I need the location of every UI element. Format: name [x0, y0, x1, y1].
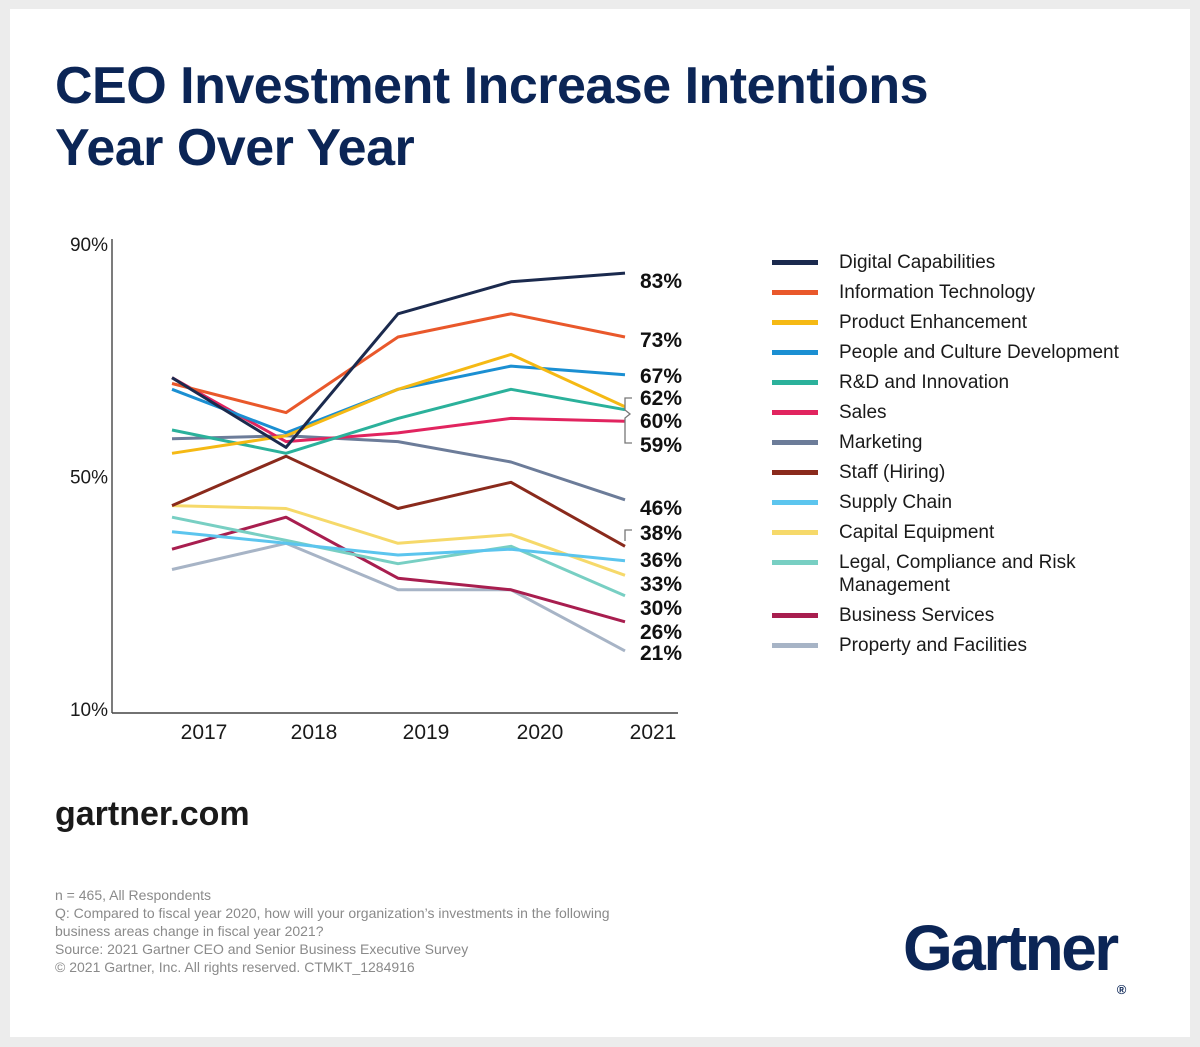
title-line-2: Year Over Year	[55, 119, 415, 177]
label-leader-lines	[624, 397, 632, 541]
x-tick-label: 2020	[517, 721, 564, 744]
footnotes: n = 465, All Respondents Q: Compared to f…	[55, 886, 695, 976]
series-line-information-technology	[171, 312, 626, 415]
end-value-label: 60%	[640, 410, 682, 433]
legend-swatch	[772, 320, 818, 325]
legend-label: Capital Equipment	[839, 522, 995, 543]
page-title: CEO Investment Increase Intentions Year …	[55, 55, 1155, 179]
legend-label: Marketing	[839, 432, 923, 453]
legend-label: Sales	[839, 402, 887, 423]
end-value-label: 62%	[640, 387, 682, 410]
end-value-label: 21%	[640, 642, 682, 665]
legend-item: Legal, Compliance and Risk Management	[770, 550, 1170, 603]
legend-swatch	[772, 440, 818, 445]
website-link[interactable]: gartner.com	[55, 795, 250, 833]
footnote-line: business areas change in fiscal year 202…	[55, 923, 324, 939]
chart-legend: Digital Capabilities Information Technolo…	[770, 250, 1170, 663]
legend-swatch	[772, 560, 818, 565]
end-value-label: 30%	[640, 597, 682, 620]
legend-label: Staff (Hiring)	[839, 462, 946, 483]
footnote-line: Q: Compared to fiscal year 2020, how wil…	[55, 905, 610, 921]
gartner-logo: Gartner®	[903, 912, 1126, 997]
legend-label: People and Culture Development	[839, 342, 1119, 363]
series-line-staff-hiring	[171, 454, 626, 548]
leader-bracket-lower	[624, 529, 632, 541]
legend-label: Product Enhancement	[839, 312, 1028, 333]
y-tick-labels: 90% 50% 10%	[70, 235, 108, 721]
x-tick-label: 2017	[181, 721, 228, 744]
registered-mark: ®	[1116, 982, 1127, 997]
series-line-property-and-facilities	[171, 541, 626, 653]
legend-item: Marketing	[770, 430, 1170, 460]
y-tick-label: 50%	[70, 468, 108, 489]
legend-swatch	[772, 260, 818, 265]
series-line-capital-equipment	[171, 504, 626, 577]
x-tick-label: 2019	[403, 721, 450, 744]
series-lines	[171, 271, 626, 653]
x-tick-label: 2021	[630, 721, 677, 744]
series-line-business-services	[171, 515, 626, 624]
end-value-labels: 83% 73% 62%67% 60%59% 46%38% 36%33%30%26%21%	[640, 270, 682, 665]
legend-label: Supply Chain	[839, 492, 953, 513]
legend-item: Property and Facilities	[770, 633, 1170, 663]
legend-item: Digital Capabilities	[770, 250, 1170, 280]
legend-swatch	[772, 500, 818, 505]
series-line-supply-chain	[171, 530, 626, 563]
legend-label: Digital Capabilities	[839, 252, 996, 273]
x-tick-label: 2018	[291, 721, 338, 744]
legend-swatch	[772, 613, 818, 618]
legend-item: Business Services	[770, 603, 1170, 633]
end-value-label: 46%	[640, 497, 682, 520]
line-chart: 90% 50% 10% 2017 2018 2019 2020 2021 83% 73% 62%…	[70, 235, 682, 744]
legend-item: Sales	[770, 400, 1170, 430]
footnote-line: © 2021 Gartner, Inc. All rights reserved…	[55, 959, 415, 975]
legend-item: Capital Equipment	[770, 520, 1170, 550]
end-value-label: 38%	[640, 522, 682, 545]
end-value-label: 33%	[640, 573, 682, 596]
footnote-line: n = 465, All Respondents	[55, 887, 212, 903]
series-line-sales	[171, 376, 626, 444]
legend-label: Business Services	[839, 605, 995, 626]
series-line-digital-capabilities	[171, 271, 626, 449]
series-line-product-enhancement	[171, 352, 626, 455]
legend-swatch	[772, 290, 818, 295]
legend-swatch	[772, 350, 818, 355]
legend-label: Information Technology	[839, 282, 1036, 303]
legend-swatch	[772, 470, 818, 475]
legend-item: R&D and Innovation	[770, 370, 1170, 400]
legend-swatch	[772, 410, 818, 415]
end-value-label: 73%	[640, 329, 682, 352]
end-value-label: 83%	[640, 270, 682, 293]
end-value-label: 26%	[640, 621, 682, 644]
end-value-label: 67%	[640, 365, 682, 388]
y-tick-label: 90%	[70, 235, 108, 256]
title-line-1: CEO Investment Increase Intentions	[55, 57, 929, 115]
end-value-label: 59%	[640, 434, 682, 457]
legend-item: Staff (Hiring)	[770, 460, 1170, 490]
end-value-label: 36%	[640, 549, 682, 572]
legend-swatch	[772, 643, 818, 648]
footnote-line: Source: 2021 Gartner CEO and Senior Busi…	[55, 941, 469, 957]
series-line-r-d-and-innovation	[171, 387, 626, 455]
y-tick-label: 10%	[70, 700, 108, 721]
legend-label: R&D and Innovation	[839, 372, 1010, 393]
logo-text: Gartner	[903, 912, 1119, 984]
legend-swatch	[772, 530, 818, 535]
series-line-marketing	[171, 434, 626, 502]
legend-label: Property and Facilities	[839, 635, 1027, 656]
series-line-legal-compliance-and-risk-management	[171, 515, 626, 598]
legend-item: Product Enhancement	[770, 310, 1170, 340]
legend-item: People and Culture Development	[770, 340, 1170, 370]
legend-swatch	[772, 380, 818, 385]
x-tick-labels: 2017 2018 2019 2020 2021	[181, 721, 677, 744]
legend-label: Legal, Compliance and Risk Management	[839, 552, 1076, 596]
legend-item: Information Technology	[770, 280, 1170, 310]
legend-item: Supply Chain	[770, 490, 1170, 520]
leader-bracket-upper	[624, 397, 632, 444]
